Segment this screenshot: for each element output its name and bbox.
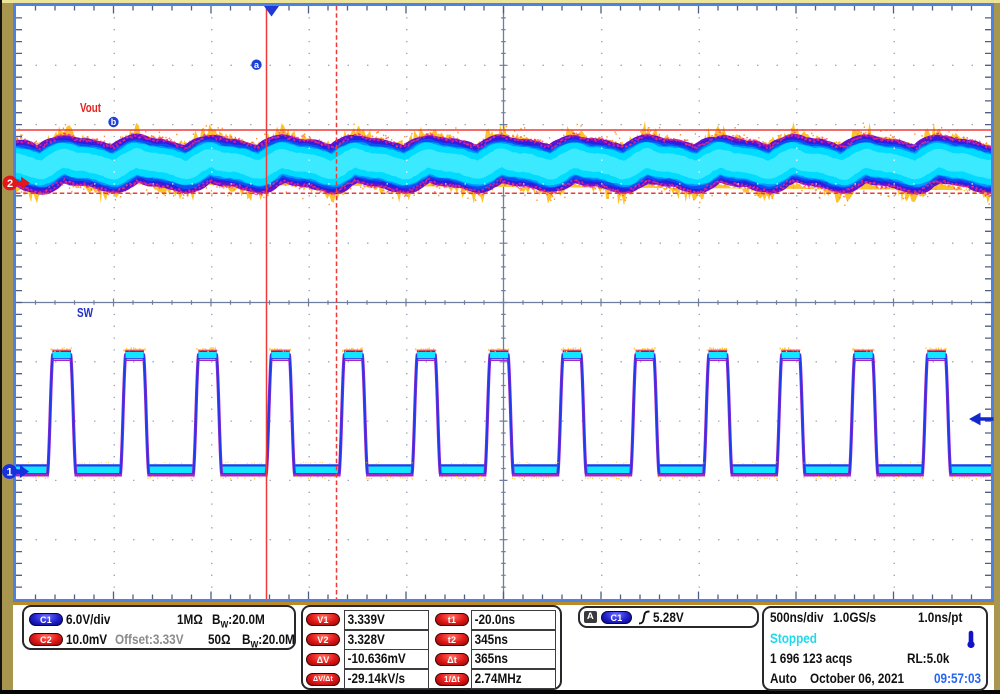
svg-text:1: 1 (6, 467, 12, 479)
svg-text:b: b (111, 117, 117, 127)
svg-text:Vout: Vout (80, 101, 102, 115)
svg-text:SW: SW (77, 306, 93, 320)
svg-text:a: a (254, 60, 260, 70)
svg-text:2: 2 (7, 178, 13, 190)
